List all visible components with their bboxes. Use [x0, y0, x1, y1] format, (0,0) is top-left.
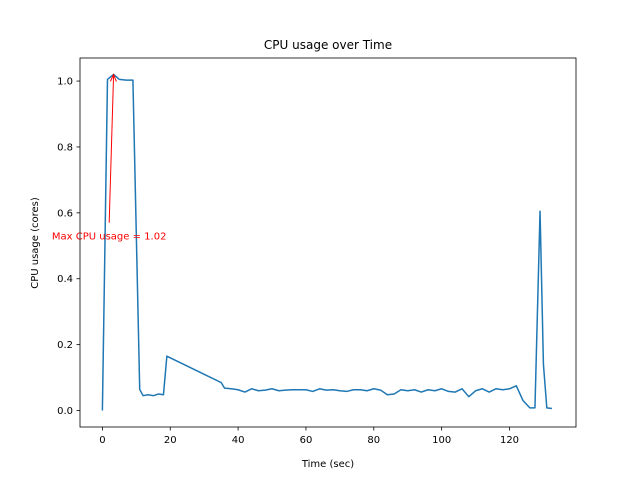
- annotation-arrow-line: [108, 74, 115, 223]
- annotation-arrow-head: [109, 73, 117, 82]
- y-tick-label: 0.8: [57, 142, 73, 153]
- x-tick-label: 100: [432, 435, 451, 446]
- y-tick-label: 0.0: [57, 406, 73, 417]
- y-tick-label: 0.6: [57, 208, 73, 219]
- plot-area: [101, 73, 553, 411]
- x-axis-label: Time (sec): [301, 459, 354, 470]
- y-axis-label: CPU usage (cores): [30, 197, 41, 289]
- x-tick-label: 20: [164, 435, 177, 446]
- x-tick-label: 120: [500, 435, 519, 446]
- chart-title: CPU usage over Time: [264, 38, 392, 52]
- y-tick-label: 0.2: [57, 340, 73, 351]
- x-tick-label: 40: [232, 435, 245, 446]
- x-tick-label: 60: [300, 435, 313, 446]
- cpu-usage-line: [101, 73, 553, 411]
- x-tick-label: 0: [99, 435, 105, 446]
- max-annotation: [108, 73, 117, 223]
- axis-ticks: 0 20 40 60 80 100 120 0.0 0.2 0.4 0.6 0.8 1.0: [57, 77, 519, 446]
- x-tick-label: 80: [367, 435, 380, 446]
- plot-frame: [79, 57, 577, 428]
- y-tick-label: 1.0: [57, 77, 73, 88]
- max-annotation-label: Max CPU usage = 1.02: [52, 232, 167, 243]
- y-tick-label: 0.4: [57, 274, 73, 285]
